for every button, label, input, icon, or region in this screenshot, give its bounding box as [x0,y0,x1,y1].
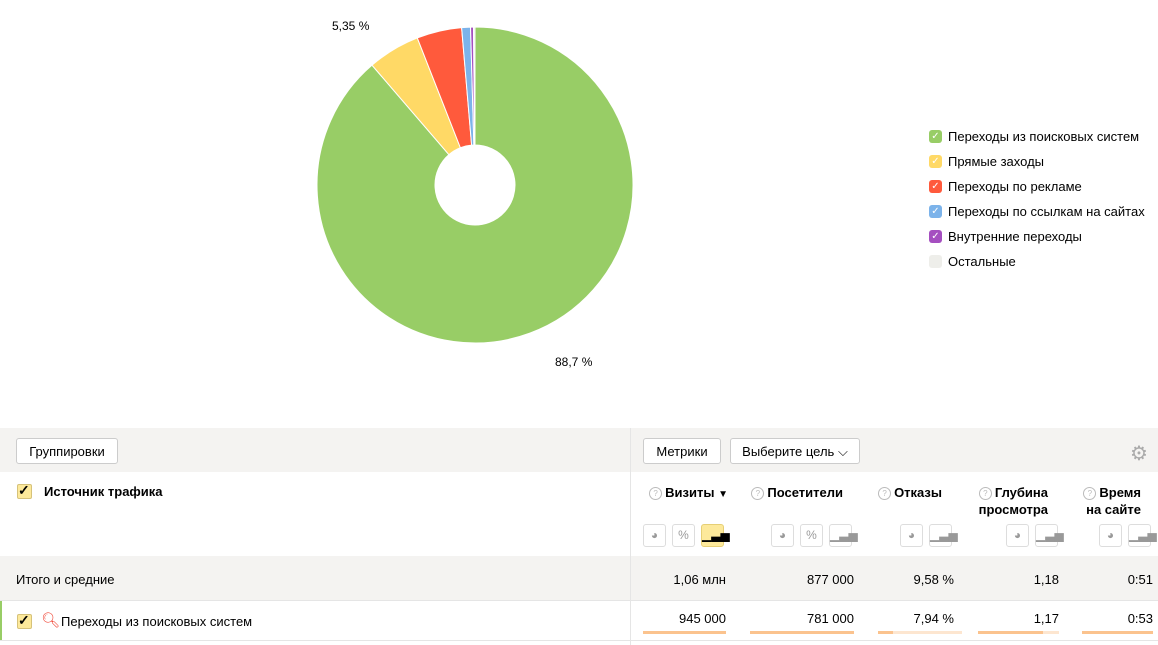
dimension-checkbox[interactable]: ✓ [17,483,32,499]
gear-icon[interactable]: ⚙ [1130,443,1148,465]
col-time[interactable]: ? Время на сайте [1083,484,1141,518]
legend-item[interactable]: ✓ Внутренние переходы [929,224,1145,249]
total-bounce: 9,58 % [913,572,954,587]
legend-checkbox[interactable]: ✓ [929,230,942,243]
pie-slice[interactable] [473,26,476,146]
row-label[interactable]: Переходы из поисковых систем [61,614,253,629]
legend-item[interactable]: ✓ Переходы по рекламе [929,174,1145,199]
metric-bar [643,631,726,634]
row-time: 0:53 [1127,611,1153,626]
bar-view-icon[interactable]: ▁▃▅ [1035,524,1064,547]
legend-label: Переходы по рекламе [948,179,1082,194]
legend: ✓ Переходы из поисковых систем ✓ Прямые зах… [929,124,1145,274]
legend-item[interactable]: ✓ Переходы из поисковых систем [929,124,1145,149]
row-visits: 945 000 [679,611,726,626]
toolbar [0,428,1158,472]
metrics-button[interactable]: Метрики [643,438,721,464]
total-time: 0:51 [1127,572,1153,587]
legend-label: Переходы из поисковых систем [948,129,1140,144]
total-visitors: 877 000 [807,572,854,587]
legend-item[interactable]: ✓ Переходы по ссылкам на сайтах [929,199,1145,224]
column-divider [630,428,631,645]
totals-label: Итого и средние [16,572,115,587]
pie-view-icon[interactable]: ◕ [771,524,794,547]
row-depth: 1,17 [1033,611,1059,626]
chevron-down-icon: ⌵ [837,444,848,459]
goal-select[interactable]: Выберите цель ⌵ [730,438,860,464]
pie-view-icon[interactable]: ◕ [643,524,666,547]
pie-view-icon[interactable]: ◕ [1006,524,1029,547]
legend-label: Прямые заходы [948,154,1045,169]
bar-view-icon[interactable]: ▁▃▅ [1128,524,1157,547]
legend-item[interactable]: Остальные [929,249,1145,274]
legend-label: Внутренние переходы [948,229,1082,244]
row-visitors: 781 000 [807,611,854,626]
col-bounce[interactable]: ? Отказы [878,484,942,501]
groupings-button[interactable]: Группировки [16,438,118,464]
percent-view-icon[interactable]: % [800,524,823,547]
bar-view-icon[interactable]: ▁▃▅ [929,524,958,547]
pie-chart [316,26,634,344]
legend-item[interactable]: ✓ Прямые заходы [929,149,1145,174]
dimension-header: Источник трафика [44,484,163,499]
bar-view-icon[interactable]: ▁▃▅ [829,524,858,547]
pie-label-search: 88,7 % [555,355,593,369]
row-color-marker [0,601,2,640]
row-checkbox[interactable]: ✓ [17,613,32,629]
total-depth: 1,18 [1033,572,1059,587]
pie-view-icon[interactable]: ◕ [1099,524,1122,547]
legend-checkbox[interactable]: ✓ [929,130,942,143]
legend-checkbox[interactable] [929,255,942,268]
totals-row [0,556,1158,600]
metric-bar [750,631,854,634]
bar-view-icon[interactable]: ▁▃▅ [701,524,730,547]
legend-checkbox[interactable]: ✓ [929,180,942,193]
col-visitors[interactable]: ? Посетители [751,484,843,501]
legend-checkbox[interactable]: ✓ [929,205,942,218]
row-bounce: 7,94 % [913,611,954,626]
sort-desc-icon[interactable]: ▼ [718,489,728,500]
pie-slice[interactable] [316,26,634,344]
legend-checkbox[interactable]: ✓ [929,155,942,168]
col-visits[interactable]: ? Визиты ▼ [649,484,728,503]
metric-bar [1082,631,1153,634]
total-visits: 1,06 млн [673,572,726,587]
legend-label: Переходы по ссылкам на сайтах [948,204,1145,219]
goal-label: Выберите цель [742,444,835,459]
pie-view-icon[interactable]: ◕ [900,524,923,547]
magnifier-icon: 🔍︎ [41,612,61,629]
metric-bar [878,631,962,634]
pie-label-direct: 5,35 % [332,19,370,33]
percent-view-icon[interactable]: % [672,524,695,547]
legend-label: Остальные [948,254,1016,269]
col-depth[interactable]: ? Глубина просмотра [978,485,1048,517]
metric-bar [978,631,1059,634]
